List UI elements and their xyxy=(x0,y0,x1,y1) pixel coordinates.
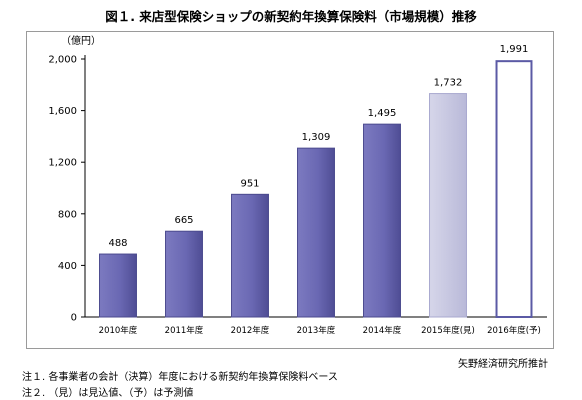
value-label-5: 1,495 xyxy=(368,108,397,119)
bars xyxy=(99,60,533,319)
bar-6 xyxy=(429,93,467,318)
bar-chart: （億円） 0 400 800 1,200 1,600 2,000 488 665 951 1,3… xyxy=(48,34,547,336)
y-tick-label: 800 xyxy=(58,209,77,220)
y-tick-label: 0 xyxy=(71,313,77,324)
bar-4 xyxy=(297,147,335,318)
bar-3 xyxy=(231,193,269,318)
value-label-6: 1,732 xyxy=(434,78,463,89)
bar-5 xyxy=(363,123,401,318)
value-label-3: 951 xyxy=(240,178,259,189)
value-label-7: 1,991 xyxy=(500,44,529,55)
value-label-1: 488 xyxy=(108,238,127,249)
y-axis-unit-label: （億円） xyxy=(61,34,101,47)
bar-2 xyxy=(165,230,203,318)
y-tick-label: 1,600 xyxy=(48,106,77,117)
bar-1 xyxy=(99,253,137,318)
x-tick-label-4: 2013年度 xyxy=(297,325,336,336)
y-tick-label: 400 xyxy=(58,261,77,272)
x-tick-label-1: 2010年度 xyxy=(99,325,138,336)
chart-frame: （億円） 0 400 800 1,200 1,600 2,000 488 665 951 1,3… xyxy=(26,31,554,349)
value-labels: 488 665 951 1,309 1,495 1,732 1,991 xyxy=(108,44,528,249)
chart-title: 図１. 来店型保険ショップの新契約年換算保険料（市場規模）推移 xyxy=(105,9,477,24)
footnote-2: 注２. （見）は見込値、（予）は予測値 xyxy=(22,388,194,399)
bar-7 xyxy=(495,60,533,319)
y-axis: 0 400 800 1,200 1,600 2,000 xyxy=(48,55,547,324)
value-label-2: 665 xyxy=(174,215,193,226)
y-tick-label: 2,000 xyxy=(48,55,77,66)
x-tick-label-6: 2015年度(見) xyxy=(421,325,475,336)
x-axis-tick-labels: 2010年度 2011年度 2012年度 2013年度 2014年度 2015年度(見) 2… xyxy=(99,325,541,336)
source-credit: 矢野経済研究所推計 xyxy=(458,359,548,370)
x-tick-label-7: 2016年度(予) xyxy=(487,325,541,336)
x-tick-label-2: 2011年度 xyxy=(165,325,204,336)
footnote-1: 注１. 各事業者の会計（決算）年度における新契約年換算保険料ベース xyxy=(22,372,338,383)
y-tick-label: 1,200 xyxy=(48,158,77,169)
value-label-4: 1,309 xyxy=(302,132,331,143)
x-tick-label-5: 2014年度 xyxy=(363,325,402,336)
x-tick-label-3: 2012年度 xyxy=(231,325,270,336)
